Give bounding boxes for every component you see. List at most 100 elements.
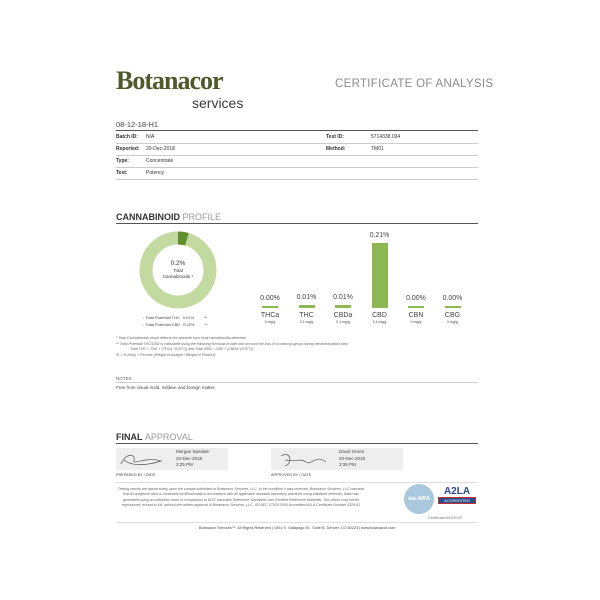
approver-time: 3:39 PM xyxy=(339,462,356,467)
field-label: Batch ID: xyxy=(116,134,138,140)
divider xyxy=(116,522,478,523)
divider xyxy=(116,223,478,224)
prepared-signature-box: Morgan Spedale 20-Dec-2018 3:25 PM xyxy=(116,448,228,470)
preparer-name: Morgan Spedale xyxy=(176,449,210,454)
approved-signature-box: David Green 20-Dec-2018 3:39 PM xyxy=(271,448,403,470)
field-label: Test: xyxy=(116,170,128,176)
category-mg: 2.1 mg/g xyxy=(372,320,387,324)
page-footer: Botanacor Services™, All Rights Reserved… xyxy=(198,526,396,530)
category-name: CBN xyxy=(408,312,424,319)
bar-CBG xyxy=(444,306,461,308)
footnote: ** Total Potential THC/CBD is calculated… xyxy=(116,341,349,346)
total-cannabinoids-donut xyxy=(139,231,217,309)
bar-THC xyxy=(298,304,315,308)
value-label: 0.00% xyxy=(260,295,280,302)
preparer-date: 20-Dec-2018 xyxy=(176,455,203,461)
category-label: CBN 0 mg/g xyxy=(398,312,434,326)
category-mg: 0 mg/g xyxy=(410,320,422,324)
signature-image xyxy=(280,454,327,467)
field-value: Concentrate xyxy=(146,158,174,164)
category-label: THC 0.1 mg/g xyxy=(289,312,325,326)
prepared-label: PREPARED BY / DATE xyxy=(116,473,156,477)
field-label2: Test ID: xyxy=(326,134,344,140)
total-label: Total Potential THC xyxy=(145,315,180,320)
accredited-label: ACCREDITED xyxy=(438,497,476,504)
approved-label: APPROVED BY / DATE xyxy=(271,473,312,477)
category-mg: 0 mg/g xyxy=(447,320,458,324)
field-value: N/A xyxy=(146,134,155,140)
category-label: CBD 2.1 mg/g xyxy=(362,312,398,326)
total-potential-row: • Total Potential THC 0.01% ** xyxy=(143,315,207,320)
field-value2: 5714338.034 xyxy=(371,134,401,140)
certificate-number: Certificate #4329.02 xyxy=(428,516,462,520)
value-label: 0.01% xyxy=(296,293,317,301)
category-name: CBDa xyxy=(333,312,353,319)
donut-center: 0.2% Total Cannabinoids * xyxy=(148,260,208,280)
footnote: * Total Cannabinoids result reflects the… xyxy=(116,336,247,340)
category-name: CBD xyxy=(372,312,387,319)
info-row: Reported: 20-Dec-2018 Method: TM01 xyxy=(116,144,478,156)
info-row: Type: Concentrate xyxy=(116,156,478,168)
value-label: 0.00% xyxy=(406,295,426,302)
notes-label: NOTES: xyxy=(116,376,133,381)
value-label: 0.00% xyxy=(442,295,463,302)
field-label: Reported: xyxy=(116,146,140,152)
footnote: % = % (w/w) = Percent (Weight of Analyte… xyxy=(116,352,216,357)
heading-bold: FINAL xyxy=(116,432,143,442)
legend-bullet-icon: • xyxy=(143,315,146,320)
approver-date: 20-Dec-2018 xyxy=(339,455,366,461)
a2la-logo: A2LA xyxy=(443,486,471,497)
legend-bullet-icon: • xyxy=(143,322,146,327)
bar-CBDa xyxy=(335,304,351,308)
category-label: THCa 0 mg/g xyxy=(252,312,288,326)
donut-label: Total xyxy=(173,268,183,273)
document-title: CERTIFICATE OF ANALYSIS xyxy=(335,78,494,90)
heading-light: APPROVAL xyxy=(144,432,193,442)
divider xyxy=(116,130,478,131)
sample-id: 08-12-18-H1 xyxy=(116,120,159,129)
category-label: CBDa 0.1 mg/g xyxy=(325,312,361,326)
logo-text: Botanacor xyxy=(116,66,224,95)
bar-CBD xyxy=(371,243,388,308)
field-value: Potency xyxy=(146,170,165,176)
total-mark: ** xyxy=(204,315,208,320)
footnotes: * Total Cannabinoids result reflects the… xyxy=(116,336,478,358)
heading-bold: CANNABINOID xyxy=(116,212,180,222)
total-value: 0.01% xyxy=(182,315,195,320)
bar-THCa xyxy=(262,306,278,308)
signature-image xyxy=(120,454,163,465)
field-label: Type: xyxy=(116,158,129,164)
divider xyxy=(116,482,478,483)
donut-label: Cannabinoids * xyxy=(162,274,194,279)
value-label: 0.01% xyxy=(333,293,353,301)
field-value2: TM01 xyxy=(371,146,384,152)
donut-slice xyxy=(177,231,189,246)
botanacor-logo: Botanacor services xyxy=(116,68,256,114)
category-label: CBG 0 mg/g xyxy=(435,312,471,326)
category-name: THC xyxy=(299,312,314,319)
field-label2: Method: xyxy=(326,146,346,152)
category-mg: 0 mg/g xyxy=(264,320,276,324)
info-row: Batch ID: N/A Test ID: 5714338.034 xyxy=(116,132,478,144)
divider xyxy=(116,443,478,444)
divider xyxy=(116,382,478,383)
total-potential-row: • Total Potential CBD 0.22% ** xyxy=(143,322,208,327)
category-mg: 0.1 mg/g xyxy=(336,320,350,324)
category-name: CBG xyxy=(444,312,461,319)
ilac-mra-badge: ilac-MRA xyxy=(404,484,434,514)
category-mg: 0.1 mg/g xyxy=(299,320,314,324)
heading-light: PROFILE xyxy=(182,212,222,222)
footnote: Total THC = THC + (THCa *(0.877)) and To… xyxy=(130,347,253,351)
donut-value: 0.2% xyxy=(170,260,186,267)
category-name: THCa xyxy=(260,312,280,319)
profile-heading: CANNABINOID PROFILE xyxy=(116,212,221,222)
field-value: 20-Dec-2018 xyxy=(146,146,175,152)
approval-heading: FINAL APPROVAL xyxy=(116,432,193,442)
approver-name: David Green xyxy=(339,449,365,454)
total-value: 0.22% xyxy=(183,322,195,327)
preparer-time: 3:25 PM xyxy=(176,462,193,467)
info-row: Test: Potency xyxy=(116,168,478,180)
notes-text: Free from visual mold, mildew, and forei… xyxy=(116,385,216,390)
value-label: 0.21% xyxy=(369,232,390,239)
disclaimer: Testing results are based solely upon th… xyxy=(117,487,365,507)
